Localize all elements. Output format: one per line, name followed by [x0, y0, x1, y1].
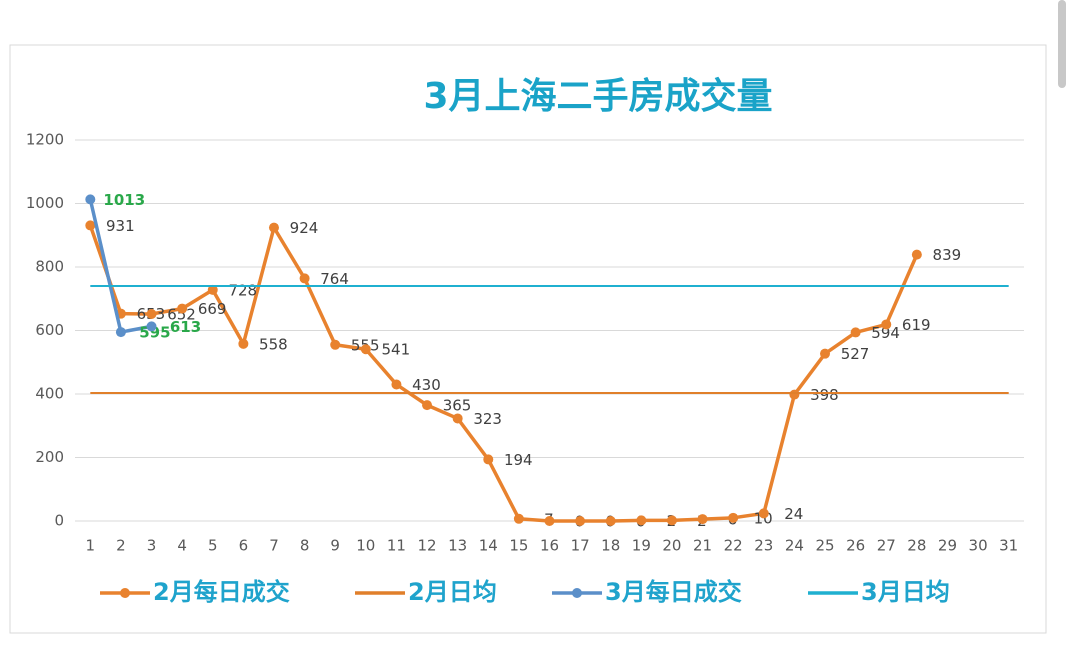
x-tick-label: 7 — [269, 537, 279, 555]
data-label: 613 — [170, 318, 201, 336]
legend-label: 3月日均 — [861, 578, 950, 606]
x-tick-label: 3 — [147, 537, 157, 555]
data-label: 1013 — [103, 191, 145, 209]
x-tick-label: 27 — [877, 537, 896, 555]
data-label: 924 — [290, 219, 319, 237]
data-label: 558 — [259, 335, 288, 353]
data-label: 931 — [106, 217, 135, 235]
x-tick-label: 12 — [418, 537, 437, 555]
data-label: 764 — [320, 270, 349, 288]
y-tick-label: 1200 — [26, 131, 64, 149]
point — [850, 327, 861, 338]
point — [697, 514, 708, 525]
point — [238, 338, 249, 349]
y-tick-label: 0 — [54, 512, 64, 530]
point — [268, 222, 279, 233]
point — [115, 327, 126, 338]
point — [881, 319, 892, 330]
chart-title: 3月上海二手房成交量 — [423, 75, 772, 117]
y-tick-label: 200 — [35, 448, 64, 466]
x-tick-label: 10 — [356, 537, 375, 555]
chart-frame — [9, 44, 1047, 634]
point — [544, 516, 555, 526]
y-tick-label: 800 — [35, 258, 64, 276]
data-label: 323 — [473, 410, 502, 428]
y-tick-label: 600 — [35, 321, 64, 339]
x-tick-label: 11 — [387, 537, 406, 555]
x-tick-label: 17 — [571, 537, 590, 555]
point — [483, 454, 494, 465]
x-tick-label: 14 — [479, 537, 498, 555]
x-tick-label: 22 — [724, 537, 743, 555]
x-tick-label: 9 — [330, 537, 340, 555]
point — [666, 515, 677, 526]
point — [636, 515, 647, 526]
data-label: 728 — [228, 281, 257, 299]
legend-label: 2月日均 — [408, 578, 497, 606]
legend-marker — [572, 588, 582, 598]
x-tick-label: 6 — [239, 537, 249, 555]
x-tick-label: 25 — [815, 537, 834, 555]
data-label: 619 — [902, 316, 931, 334]
legend-label: 3月每日成交 — [605, 578, 742, 606]
x-tick-label: 4 — [177, 537, 187, 555]
series-line — [88, 224, 919, 523]
point — [85, 220, 96, 231]
x-tick-label: 16 — [540, 537, 559, 555]
point — [452, 413, 463, 424]
legend-label: 2月每日成交 — [153, 578, 290, 606]
x-tick-label: 20 — [662, 537, 681, 555]
x-tick-label: 15 — [509, 537, 528, 555]
x-tick-label: 5 — [208, 537, 218, 555]
data-label: 541 — [382, 341, 411, 359]
data-label: 839 — [933, 246, 962, 264]
point — [758, 508, 769, 519]
data-label: 194 — [504, 451, 533, 469]
point — [820, 348, 831, 359]
x-tick-label: 30 — [969, 537, 988, 555]
data-label: 652 — [167, 305, 196, 323]
point — [422, 400, 433, 411]
y-tick-label: 400 — [35, 385, 64, 403]
x-tick-label: 13 — [448, 537, 467, 555]
x-tick-label: 2 — [116, 537, 126, 555]
x-tick-label: 23 — [754, 537, 773, 555]
x-tick-label: 24 — [785, 537, 804, 555]
x-tick-label: 19 — [632, 537, 651, 555]
x-tick-label: 26 — [846, 537, 865, 555]
point — [299, 273, 310, 284]
point — [911, 249, 922, 260]
scrollbar — [1058, 0, 1066, 88]
point — [207, 284, 218, 295]
data-label: 24 — [784, 505, 803, 523]
point — [177, 303, 188, 314]
x-tick-label: 29 — [938, 537, 957, 555]
point — [360, 344, 371, 355]
point — [391, 379, 402, 390]
data-label: 365 — [443, 397, 472, 415]
point — [146, 321, 157, 332]
y-tick-label: 1000 — [26, 194, 64, 212]
point — [605, 516, 616, 526]
data-label: 594 — [871, 324, 900, 342]
point — [728, 512, 739, 523]
data-label: 430 — [412, 376, 441, 394]
point — [146, 308, 157, 319]
x-tick-label: 31 — [999, 537, 1018, 555]
data-label: 398 — [810, 386, 839, 404]
point — [330, 339, 341, 350]
data-label: 527 — [841, 345, 870, 363]
legend-marker — [120, 588, 130, 598]
data-label: 669 — [198, 300, 227, 318]
point — [85, 194, 96, 205]
x-tick-label: 28 — [907, 537, 926, 555]
x-tick-label: 21 — [693, 537, 712, 555]
point — [789, 389, 800, 400]
point — [513, 513, 524, 524]
x-tick-label: 18 — [601, 537, 620, 555]
x-tick-label: 1 — [86, 537, 96, 555]
x-tick-label: 8 — [300, 537, 310, 555]
point — [575, 516, 586, 526]
